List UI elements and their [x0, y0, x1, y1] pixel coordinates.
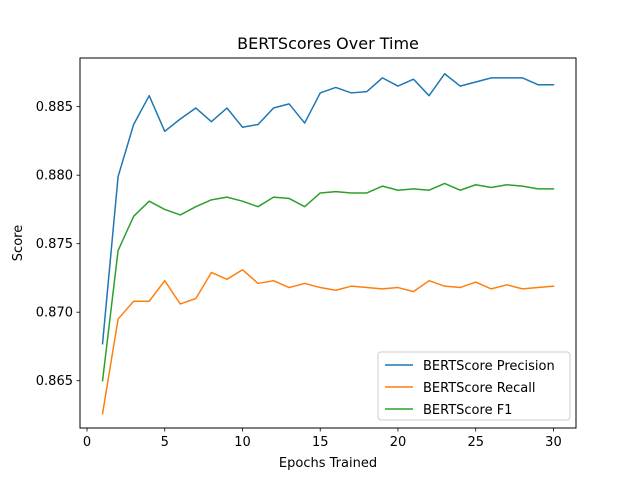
- x-axis-label: Epochs Trained: [279, 456, 377, 471]
- legend-label-0: BERTScore Precision: [423, 359, 555, 374]
- plot-frame: [79, 57, 577, 429]
- x-tick-label-0: 0: [83, 435, 91, 450]
- y-tick-label-3: 0.880: [36, 169, 73, 184]
- chart-title: BERTScores Over Time: [237, 34, 419, 53]
- series-line-1: [101, 268, 555, 415]
- legend: BERTScore Precision BERTScore Recall BERTS…: [377, 351, 571, 421]
- y-axis-label: Score: [11, 225, 26, 261]
- x-tick-label-1: 5: [161, 435, 169, 450]
- legend-label-1: BERTScore Recall: [423, 381, 536, 396]
- y-tick-label-0: 0.865: [36, 374, 73, 389]
- x-tick-label-4: 20: [390, 435, 407, 450]
- x-axis-ticks: 0 5 10 15 20 25 30: [83, 428, 562, 450]
- y-tick-label-1: 0.870: [36, 306, 73, 321]
- series-line-2: [101, 182, 555, 382]
- y-axis-ticks: 0.865 0.870 0.875 0.880 0.885: [36, 100, 80, 389]
- y-tick-label-2: 0.875: [36, 237, 73, 252]
- legend-label-2: BERTScore F1: [423, 403, 512, 418]
- x-tick-label-2: 10: [234, 435, 251, 450]
- series-layer: [101, 73, 555, 415]
- x-tick-label-6: 30: [545, 435, 562, 450]
- legend-box: [377, 351, 571, 421]
- series-line-0: [101, 73, 555, 345]
- x-tick-label-5: 25: [467, 435, 484, 450]
- x-tick-label-3: 15: [312, 435, 329, 450]
- y-tick-label-4: 0.885: [36, 100, 73, 115]
